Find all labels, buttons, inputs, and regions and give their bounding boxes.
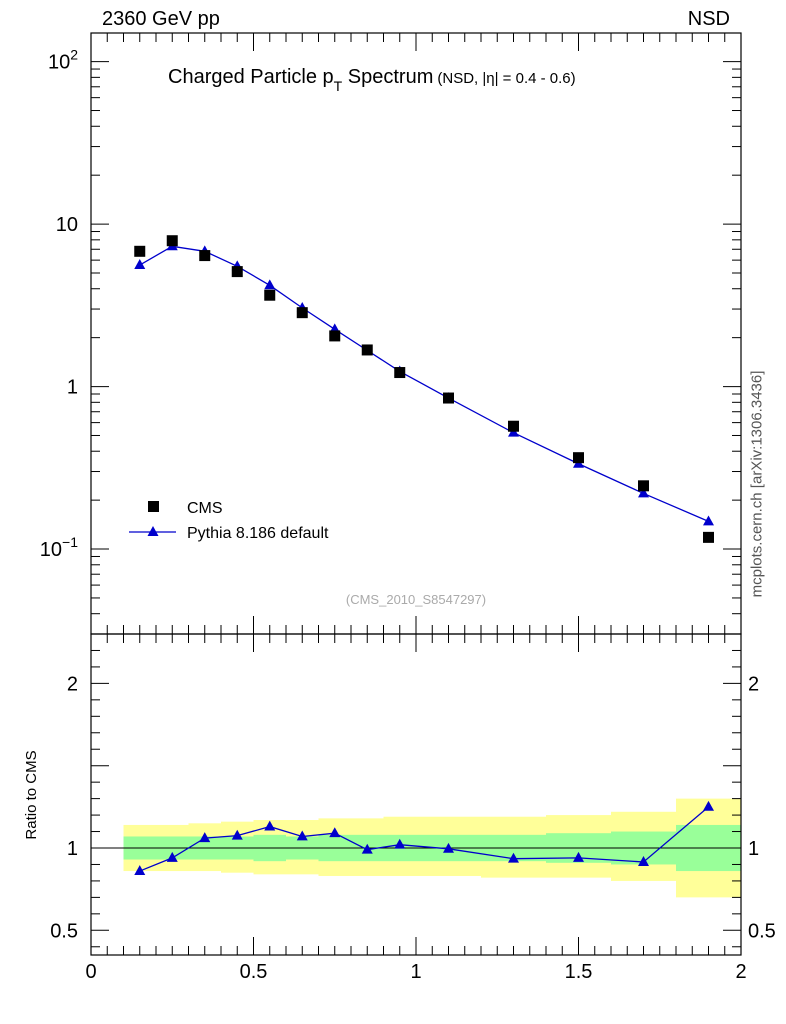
ratio-y-tick-label: 2: [67, 673, 78, 695]
cms-point: [264, 289, 276, 301]
ratio-point: [231, 829, 243, 840]
y-tick-label: 102: [48, 47, 78, 74]
cms-point: [443, 392, 454, 404]
cms-point: [508, 420, 519, 432]
analysis-tag: (CMS_2010_S8547297): [346, 592, 486, 607]
ratio-point: [638, 856, 649, 866]
ratio-panel-frame: [90, 633, 742, 956]
chart-title: Charged Particle pT Spectrum (NSD, |η| = …: [168, 66, 576, 94]
x-tick-label: 1.5: [565, 961, 593, 983]
pythia-point: [638, 487, 649, 498]
ratio-y-axis-label: Ratio to CMS: [23, 750, 40, 839]
cms-point: [329, 330, 341, 342]
cms-point: [296, 307, 308, 319]
y-tick-label: 10: [56, 214, 78, 236]
tick-labels: 0 0.5 1 1.5 2 10−1 1 10 102 0.5 0.5 1 1 2 2 Ratio to CM…: [23, 47, 776, 983]
cms-point: [199, 250, 211, 262]
x-tick-label: 0.5: [240, 961, 268, 983]
cms-point: [703, 531, 714, 543]
main-series: [134, 235, 714, 543]
pythia-point: [264, 279, 276, 290]
pythia-point: [703, 515, 714, 526]
ratio-point: [329, 827, 341, 838]
ratio-point: [199, 832, 211, 843]
ratio-point: [166, 851, 178, 862]
watermark: mcplots.cern.ch [arXiv:1306.3436]: [748, 370, 766, 598]
main-panel-frame: [90, 32, 742, 635]
y-tick-label: 1: [67, 377, 78, 399]
legend-cms-label: CMS: [187, 500, 223, 517]
pythia-line: [139, 245, 709, 522]
cms-point: [394, 367, 406, 379]
cms-point: [166, 235, 178, 247]
legend-pythia-label: Pythia 8.186 default: [187, 525, 329, 542]
pythia-point: [134, 259, 146, 269]
x-tick-label: 1: [410, 961, 421, 983]
cms-point: [638, 480, 649, 492]
x-tick-label: 0: [85, 961, 96, 983]
cms-point: [134, 245, 146, 257]
ratio-series: [134, 800, 714, 876]
ratio-y-tick-label: 0.5: [50, 920, 78, 942]
cms-point: [231, 266, 243, 278]
ratio-y-tick-label: 1: [67, 838, 78, 860]
ratio-line: [139, 806, 709, 872]
ratio-y-tick-label-right: 0.5: [748, 920, 776, 942]
titles: Charged Particle pT Spectrum (NSD, |η| = …: [168, 66, 576, 607]
ratio-point: [508, 852, 519, 863]
ratio-point: [394, 838, 406, 849]
ratio-point: [361, 843, 373, 854]
main-frame-rect: [90, 32, 742, 635]
process-label: NSD: [687, 8, 730, 30]
ratio-frame-rect: [90, 633, 742, 956]
ratio-point: [443, 842, 454, 853]
x-tick-label: 2: [735, 961, 746, 983]
ratio-point: [134, 865, 146, 876]
ratio-point: [264, 820, 276, 831]
ratio-point: [573, 851, 584, 862]
ratio-y-tick-label-right: 1: [748, 838, 759, 860]
legend: CMS Pythia 8.186 default: [129, 500, 329, 542]
ratio-y-tick-label-right: 2: [748, 673, 759, 695]
uncertainty-bands: [123, 798, 741, 898]
y-tick-label: 10−1: [40, 534, 78, 561]
ratio-point: [296, 830, 308, 841]
axis-ticks: [90, 33, 742, 955]
cms-point: [573, 452, 584, 464]
legend-cms-marker: [148, 501, 159, 512]
energy-label: 2360 GeV pp: [102, 8, 220, 30]
ratio-point: [703, 800, 714, 811]
cms-point: [361, 344, 373, 356]
legend-pythia-marker: [147, 526, 159, 536]
